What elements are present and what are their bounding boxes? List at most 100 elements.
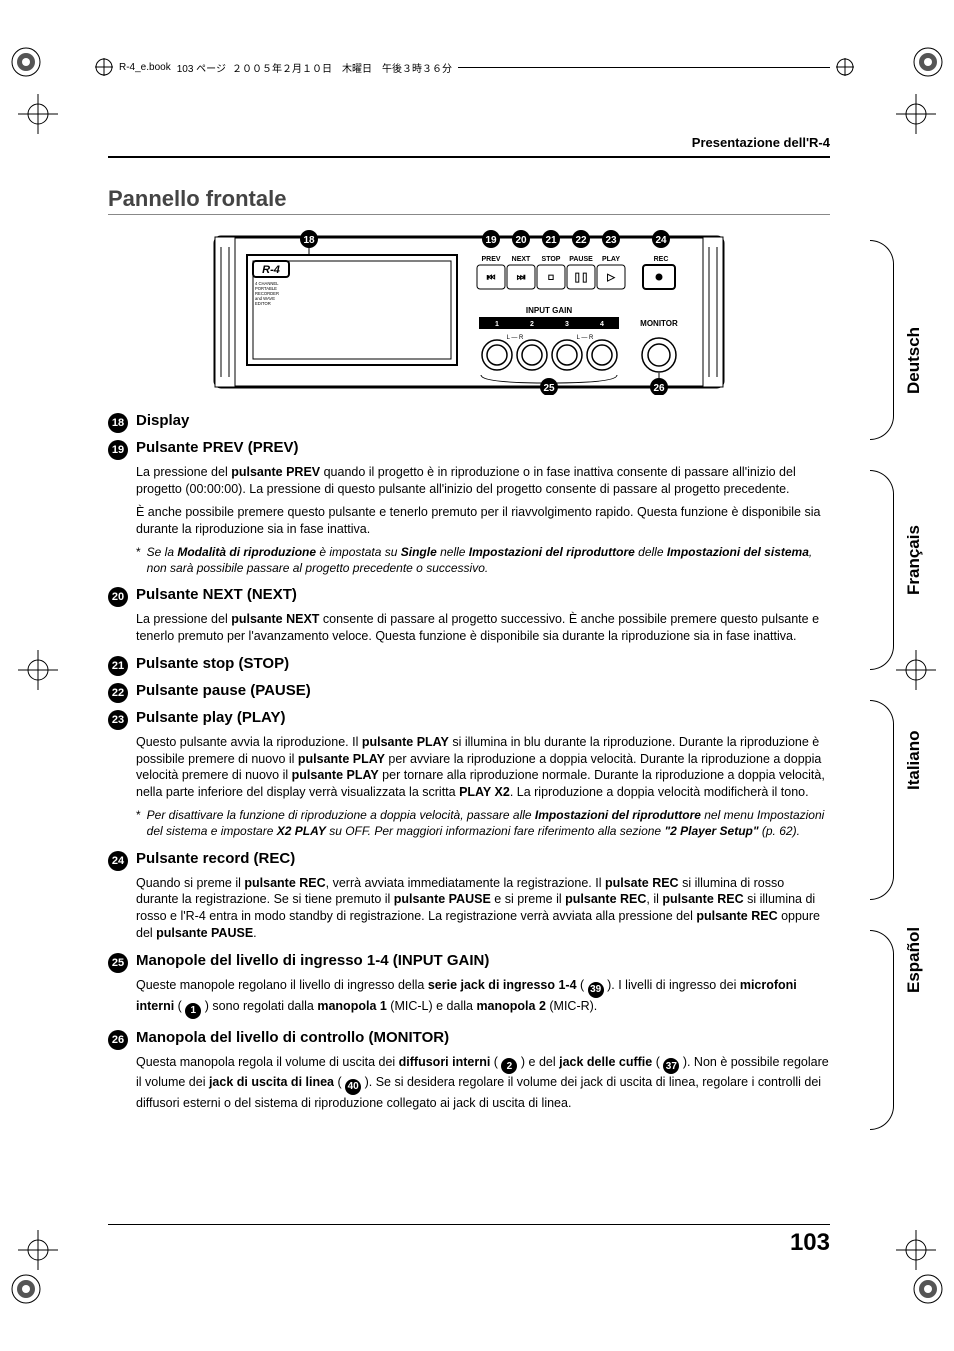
item-title: Pulsante play (PLAY) <box>136 709 286 726</box>
asterisk: * <box>136 544 141 576</box>
svg-text:INPUT GAIN: INPUT GAIN <box>526 306 572 315</box>
header-page: 103 ページ <box>177 60 226 75</box>
body-paragraph: La pressione del pulsante PREV quando il… <box>136 464 830 498</box>
item-26: 26 Manopola del livello di controllo (MON… <box>108 1029 830 1050</box>
crop-mark-icon <box>8 1271 60 1323</box>
item-25: 25 Manopole del livello di ingresso 1-4 (… <box>108 952 830 973</box>
item-body: Questo pulsante avvia la riproduzione. I… <box>136 734 830 802</box>
svg-text:19: 19 <box>485 235 497 246</box>
item-22: 22 Pulsante pause (PAUSE) <box>108 682 830 703</box>
header-filename: R-4_e.book <box>119 62 171 73</box>
item-number-badge: 22 <box>108 683 128 703</box>
svg-text:▶: ▶ <box>608 272 615 282</box>
body-paragraph: Questo pulsante avvia la riproduzione. I… <box>136 734 830 802</box>
note-text: Per disattivare la funzione di riproduzi… <box>147 807 830 839</box>
item-number-badge: 20 <box>108 587 128 607</box>
svg-text:22: 22 <box>575 235 587 246</box>
page-number: 103 <box>790 1229 830 1257</box>
item-23: 23 Pulsante play (PLAY) <box>108 709 830 730</box>
running-head: Presentazione dell'R-4 <box>108 135 830 150</box>
crop-mark-icon <box>894 28 946 80</box>
align-mark-icon <box>18 650 58 690</box>
asterisk: * <box>136 807 141 839</box>
item-number-badge: 25 <box>108 953 128 973</box>
item-body: La pressione del pulsante NEXT consente … <box>136 611 830 645</box>
item-24: 24Pulsante record (REC) <box>108 850 830 871</box>
svg-text:R-4: R-4 <box>262 264 280 276</box>
svg-text:⏭: ⏭ <box>517 272 525 282</box>
svg-text:23: 23 <box>605 235 617 246</box>
item-title: Manopola del livello di controllo (MONIT… <box>136 1029 449 1046</box>
align-mark-icon <box>18 1230 58 1270</box>
item-number-badge: 21 <box>108 656 128 676</box>
lang-arc <box>870 240 894 440</box>
svg-text:❚❚: ❚❚ <box>573 272 588 283</box>
header-mark-icon <box>836 58 854 76</box>
body-paragraph: È anche possibile premere questo pulsant… <box>136 504 830 538</box>
svg-text:20: 20 <box>515 235 527 246</box>
footer-rule <box>108 1224 830 1225</box>
item-title: Display <box>136 412 189 429</box>
header-rule <box>458 67 830 68</box>
svg-text:3: 3 <box>565 321 569 328</box>
lang-tab-espanol: Español <box>894 900 934 1020</box>
lang-tab-italiano: Italiano <box>894 700 934 820</box>
item-number-badge: 23 <box>108 710 128 730</box>
page-footer: 103 <box>108 1195 830 1235</box>
svg-text:⏮: ⏮ <box>487 272 495 282</box>
item-body: La pressione del pulsante PREV quando il… <box>136 464 830 538</box>
item-20: 20 Pulsante NEXT (NEXT) <box>108 586 830 607</box>
note-text: Se la Modalità di riproduzione è imposta… <box>147 544 830 576</box>
body-paragraph: La pressione del pulsante NEXT consente … <box>136 611 830 645</box>
lang-arc <box>870 470 894 670</box>
page-content: Presentazione dell'R-4 Pannello frontale… <box>108 135 830 1118</box>
item-title: Pulsante stop (STOP) <box>136 655 289 672</box>
svg-text:■: ■ <box>548 272 553 282</box>
align-mark-icon <box>896 94 936 134</box>
svg-text:NEXT: NEXT <box>512 256 531 263</box>
body-paragraph: Questa manopola regola il volume di usci… <box>136 1054 830 1112</box>
svg-text:1: 1 <box>495 321 499 328</box>
item-number-badge: 26 <box>108 1030 128 1050</box>
align-mark-icon <box>896 1230 936 1270</box>
header-rule-thick <box>108 156 830 158</box>
svg-text:STOP: STOP <box>542 256 561 263</box>
item-18: 18 Display <box>108 412 830 433</box>
items-list: 18 Display 19Pulsante PREV (PREV) La pressi… <box>108 412 830 1112</box>
align-mark-icon <box>18 94 58 134</box>
svg-text:2: 2 <box>530 321 534 328</box>
svg-text:4: 4 <box>600 321 604 328</box>
language-tabs: Deutsch Français Italiano Español <box>894 300 934 1020</box>
svg-text:25: 25 <box>543 383 555 394</box>
lang-arc <box>870 700 894 900</box>
lang-arc <box>870 930 894 1130</box>
item-title: Pulsante pause (PAUSE) <box>136 682 311 699</box>
item-body: Questa manopola regola il volume di usci… <box>136 1054 830 1112</box>
item-title: Manopole del livello di ingresso 1-4 (IN… <box>136 952 489 969</box>
item-title: Pulsante record (REC) <box>136 850 295 867</box>
item-number-badge: 19 <box>108 440 128 460</box>
svg-text:L — R: L — R <box>507 335 524 341</box>
svg-text:PREV: PREV <box>481 256 500 263</box>
svg-text:21: 21 <box>545 235 557 246</box>
svg-text:REC: REC <box>654 256 669 263</box>
item-19: 19Pulsante PREV (PREV) <box>108 439 830 460</box>
svg-text:PLAY: PLAY <box>602 256 620 263</box>
crop-mark-icon <box>8 28 60 80</box>
svg-text:26: 26 <box>653 383 665 394</box>
item-body: Queste manopole regolano il livello di i… <box>136 977 830 1019</box>
item-title: Pulsante NEXT (NEXT) <box>136 586 297 603</box>
body-paragraph: Queste manopole regolano il livello di i… <box>136 977 830 1019</box>
svg-text:MONITOR: MONITOR <box>640 319 678 328</box>
item-21: 21 Pulsante stop (STOP) <box>108 655 830 676</box>
item-number-badge: 18 <box>108 413 128 433</box>
device-front-panel-figure: R-4 4 CHANNELPORTABLERECORDERand WAVEEDI… <box>209 225 729 400</box>
section-title: Pannello frontale <box>108 186 830 215</box>
item-body: Quando si preme il pulsante REC, verrà a… <box>136 875 830 943</box>
body-paragraph: Quando si preme il pulsante REC, verrà a… <box>136 875 830 943</box>
crop-mark-icon <box>894 1271 946 1323</box>
print-header: R-4_e.book 103 ページ ２００５年２月１０日 木曜日 午後３時３６… <box>95 58 854 76</box>
svg-text:24: 24 <box>655 235 667 246</box>
header-mark-icon <box>95 58 113 76</box>
svg-text:L — R: L — R <box>577 335 594 341</box>
